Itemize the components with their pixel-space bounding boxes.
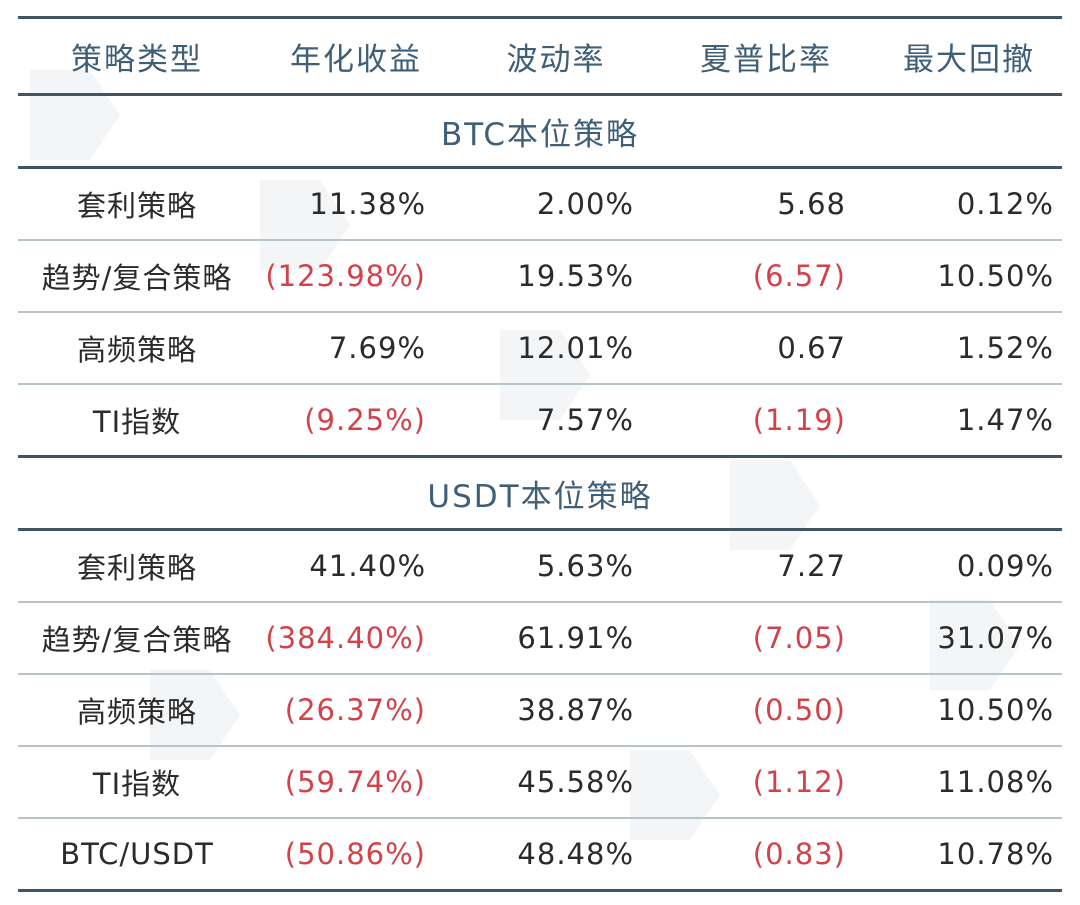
annual-return-cell: 7.69%: [328, 331, 426, 365]
table-row: 高频策略 (26.37%) 38.87% (0.50) 10.50%: [18, 675, 1062, 745]
strategy-name-cell: 趋势/复合策略: [41, 261, 233, 295]
max-drawdown-cell: 10.50%: [937, 259, 1054, 293]
volatility-cell: 38.87%: [517, 693, 634, 727]
volatility-cell: 12.01%: [517, 331, 634, 365]
watermark-icon: [930, 600, 1020, 690]
annual-return-cell: (26.37%): [284, 693, 426, 727]
table-header-row: 策略类型 年化收益 波动率 夏普比率 最大回撤: [18, 19, 1062, 93]
volatility-cell: 48.48%: [517, 837, 634, 871]
sharpe-ratio-cell: 0.67: [777, 331, 846, 365]
watermark-icon: [150, 670, 240, 760]
max-drawdown-cell: 11.08%: [937, 765, 1054, 799]
strategy-name-cell: 高频策略: [76, 333, 197, 367]
watermark-icon: [500, 330, 590, 420]
annual-return-cell: 41.40%: [309, 549, 426, 583]
annual-return-cell: (384.40%): [265, 621, 426, 655]
annual-return-cell: (50.86%): [284, 837, 426, 871]
strategy-name-cell: 趋势/复合策略: [41, 623, 233, 657]
header-annual-return: 年化收益: [290, 41, 422, 78]
row-divider: [18, 745, 1062, 747]
strategy-table: 策略类型 年化收益 波动率 夏普比率 最大回撤 BTC本位策略套利策略 11.38…: [18, 16, 1062, 892]
section-rule: [18, 528, 1062, 531]
volatility-cell: 19.53%: [517, 259, 634, 293]
watermark-icon: [730, 460, 820, 550]
sharpe-ratio-cell: (7.05): [752, 621, 846, 655]
section-title: BTC本位策略: [440, 116, 640, 153]
table-row: 高频策略 7.69% 12.01% 0.67 1.52%: [18, 313, 1062, 383]
table-row: BTC/USDT (50.86%) 48.48% (0.83) 10.78%: [18, 819, 1062, 889]
strategy-name-cell: TI指数: [92, 767, 182, 801]
strategy-name-cell: BTC/USDT: [60, 837, 214, 871]
strategy-name-cell: 套利策略: [76, 189, 197, 223]
table-row: 趋势/复合策略 (123.98%) 19.53% (6.57) 10.50%: [18, 241, 1062, 311]
header-volatility: 波动率: [506, 41, 606, 78]
section-title: USDT本位策略: [427, 478, 653, 515]
sharpe-ratio-cell: (0.50): [752, 693, 846, 727]
top-rule: [18, 16, 1062, 19]
strategy-name-cell: TI指数: [92, 405, 182, 439]
table-row: 套利策略 11.38% 2.00% 5.68 0.12%: [18, 169, 1062, 239]
strategy-name-cell: 高频策略: [76, 695, 197, 729]
header-sharpe-ratio: 夏普比率: [700, 41, 832, 78]
volatility-cell: 5.63%: [536, 549, 634, 583]
table-row: TI指数 (9.25%) 7.57% (1.19) 1.47%: [18, 385, 1062, 455]
max-drawdown-cell: 1.52%: [956, 331, 1054, 365]
row-divider: [18, 239, 1062, 241]
volatility-cell: 45.58%: [517, 765, 634, 799]
row-divider: [18, 673, 1062, 675]
table-body: BTC本位策略套利策略 11.38% 2.00% 5.68 0.12% 趋势/复合策略 (1…: [18, 96, 1062, 892]
header-strategy-type: 策略类型: [71, 41, 203, 78]
volatility-cell: 2.00%: [536, 187, 634, 221]
max-drawdown-cell: 0.09%: [956, 549, 1054, 583]
annual-return-cell: (123.98%): [265, 259, 426, 293]
table-row: 趋势/复合策略 (384.40%) 61.91% (7.05) 31.07%: [18, 603, 1062, 673]
max-drawdown-cell: 1.47%: [956, 403, 1054, 437]
header-rule: [18, 93, 1062, 96]
annual-return-cell: (59.74%): [284, 765, 426, 799]
table-row: 套利策略 41.40% 5.63% 7.27 0.09%: [18, 531, 1062, 601]
row-divider: [18, 817, 1062, 819]
section-end-rule: [18, 455, 1062, 458]
strategy-name-cell: 套利策略: [76, 551, 197, 585]
row-divider: [18, 383, 1062, 385]
annual-return-cell: 11.38%: [309, 187, 426, 221]
volatility-cell: 7.57%: [536, 403, 634, 437]
watermark-icon: [30, 70, 120, 160]
annual-return-cell: (9.25%): [304, 403, 426, 437]
sharpe-ratio-cell: (1.12): [752, 765, 846, 799]
header-max-drawdown: 最大回撤: [903, 41, 1035, 78]
max-drawdown-cell: 10.50%: [937, 693, 1054, 727]
section-rule: [18, 166, 1062, 169]
row-divider: [18, 311, 1062, 313]
sharpe-ratio-cell: 7.27: [777, 549, 846, 583]
max-drawdown-cell: 31.07%: [937, 621, 1054, 655]
max-drawdown-cell: 10.78%: [937, 837, 1054, 871]
row-divider: [18, 601, 1062, 603]
watermark-icon: [260, 180, 350, 270]
max-drawdown-cell: 0.12%: [956, 187, 1054, 221]
section-end-rule: [18, 889, 1062, 892]
sharpe-ratio-cell: (0.83): [752, 837, 846, 871]
volatility-cell: 61.91%: [517, 621, 634, 655]
sharpe-ratio-cell: (6.57): [752, 259, 846, 293]
sharpe-ratio-cell: 5.68: [777, 187, 846, 221]
table-row: TI指数 (59.74%) 45.58% (1.12) 11.08%: [18, 747, 1062, 817]
sharpe-ratio-cell: (1.19): [752, 403, 846, 437]
